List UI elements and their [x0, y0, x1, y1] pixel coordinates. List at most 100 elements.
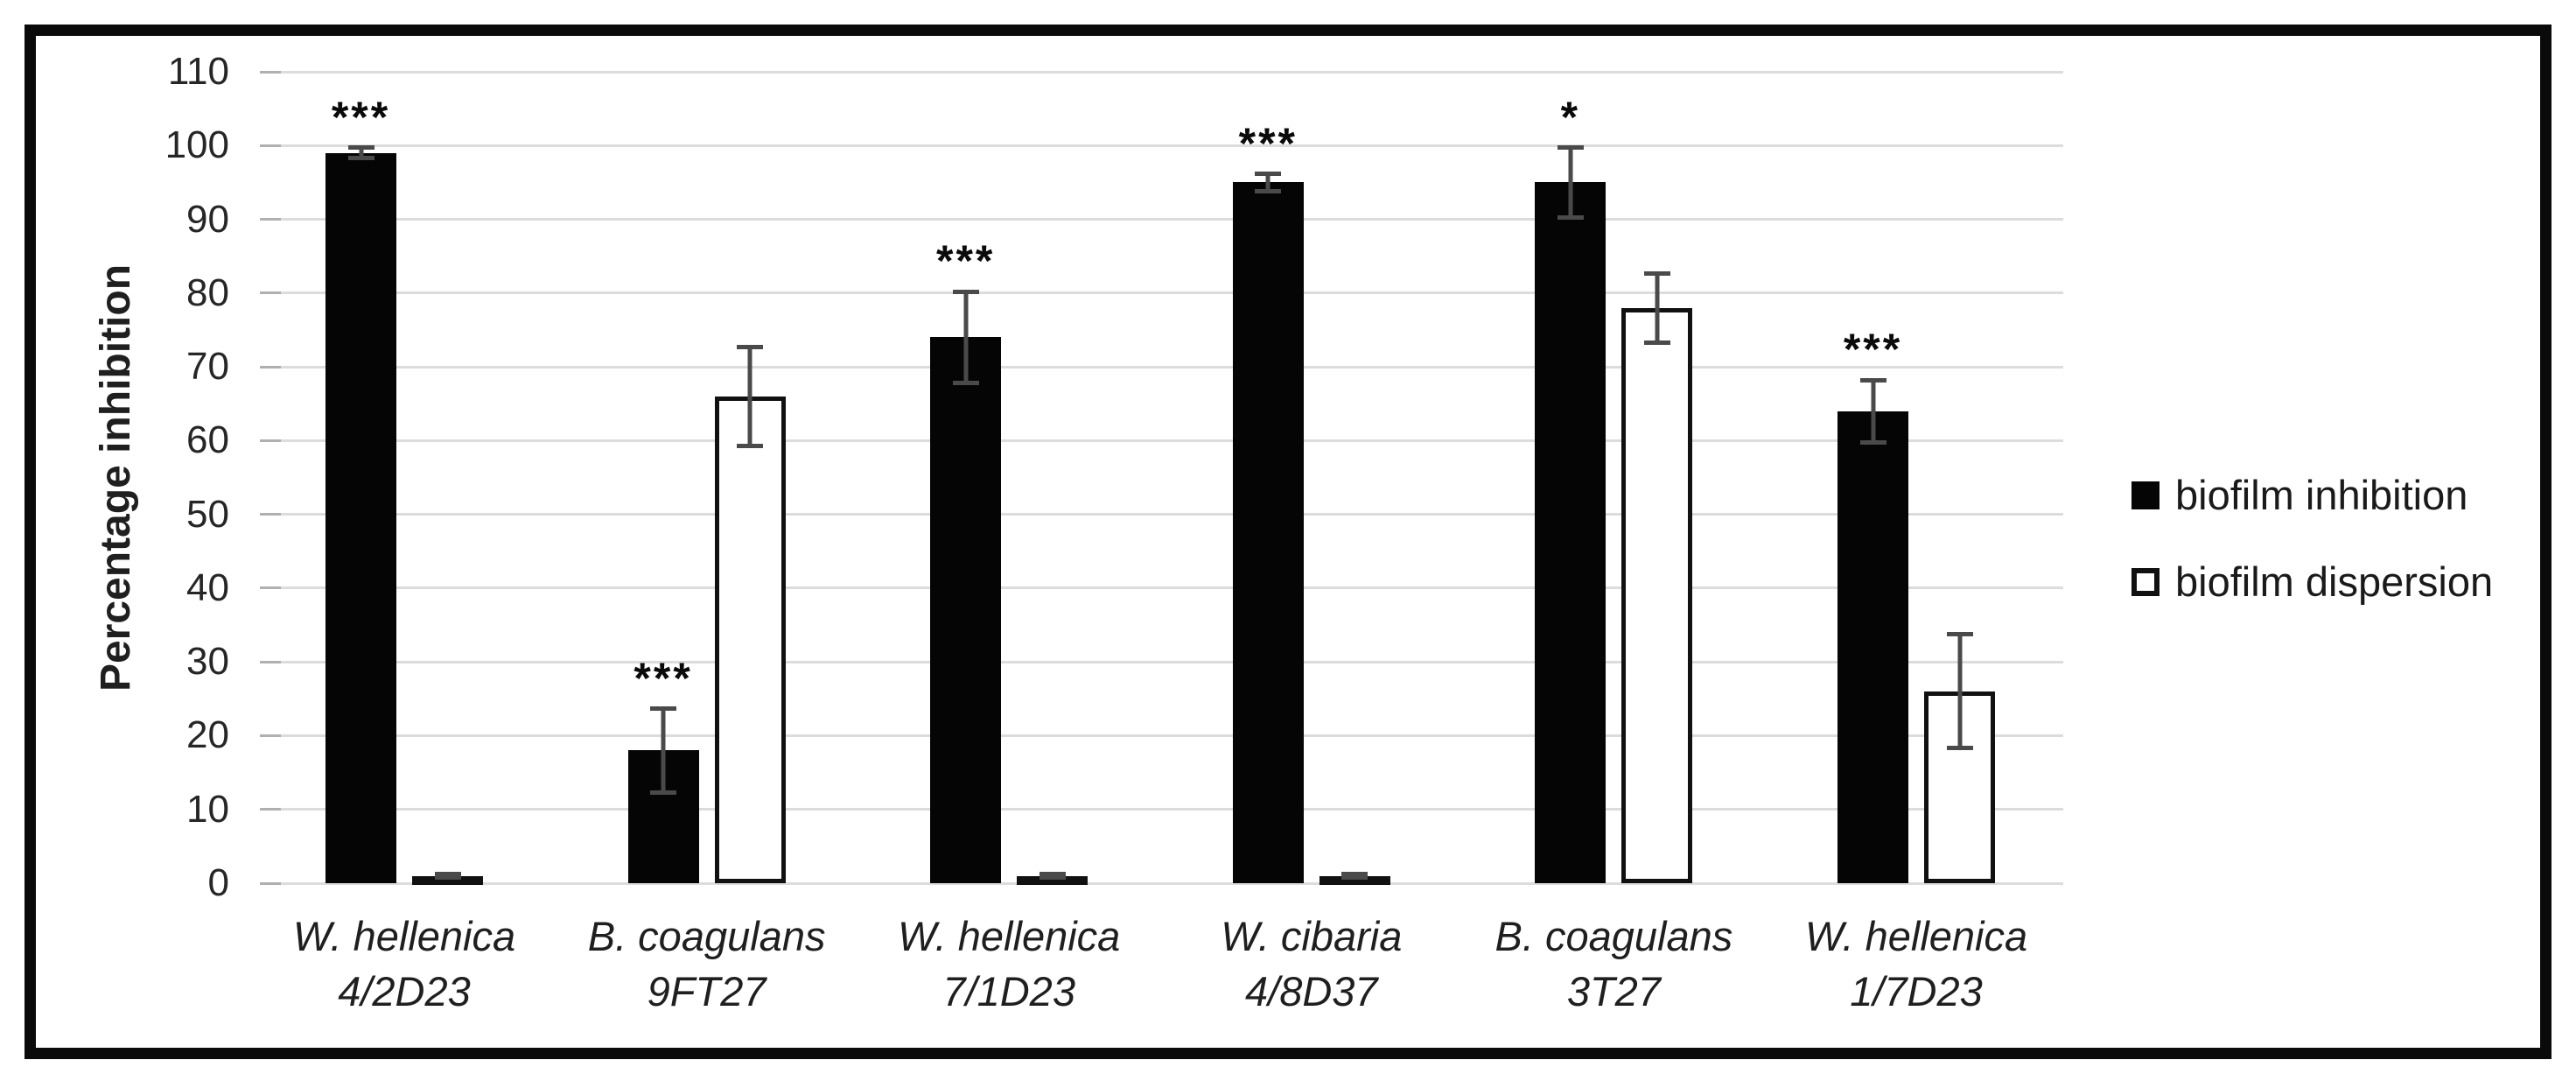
error-bar-cap-top — [1341, 872, 1368, 877]
significance-marker: *** — [634, 653, 693, 703]
white-square-legend-icon — [2132, 567, 2160, 596]
error-bar-cap-top — [1557, 145, 1584, 151]
error-bar-stem — [1957, 632, 1962, 751]
legend-label-inhibition: biofilm inhibition — [2175, 472, 2468, 518]
error-bar — [1255, 171, 1282, 194]
error-bar-cap-bot — [1341, 874, 1368, 880]
y-axis-tick — [260, 144, 281, 147]
error-bar — [737, 344, 764, 448]
error-bar-stem — [1871, 377, 1875, 445]
error-bar-cap-top — [1643, 270, 1670, 276]
x-category-label-line: 9FT27 — [647, 968, 766, 1014]
significance-marker: * — [1560, 93, 1581, 143]
error-bar-cap-top — [347, 145, 374, 151]
y-axis-title: Percentage inhibition — [93, 263, 139, 692]
error-bar-stem — [359, 145, 363, 161]
black-square-legend-icon — [2132, 481, 2160, 509]
y-tick-label: 70 — [186, 345, 229, 389]
error-bar-cap-top — [1859, 377, 1886, 383]
gridline — [261, 291, 2063, 295]
error-bar-cap-bot — [952, 381, 979, 386]
error-bar — [952, 289, 979, 386]
error-bar — [650, 705, 677, 795]
x-category-label-line: B. coagulans — [1494, 913, 1733, 959]
error-bar-stem — [661, 705, 666, 795]
error-bar-cap-top — [1255, 171, 1282, 176]
error-bar — [434, 872, 461, 880]
error-bar-stem — [1568, 145, 1573, 220]
error-bar-cap-top — [434, 872, 461, 877]
error-bar-cap-bot — [1643, 340, 1670, 345]
error-bar-stem — [963, 289, 969, 386]
error-bar-stem — [1265, 171, 1270, 194]
y-tick-label: 80 — [186, 270, 229, 314]
error-bar — [1643, 270, 1670, 345]
error-bar — [1946, 632, 1973, 751]
error-bar-cap-bot — [650, 790, 677, 795]
bar-biofilm-inhibition — [1535, 182, 1606, 883]
bar-biofilm-inhibition — [930, 337, 1002, 883]
y-axis-tick — [260, 586, 281, 590]
error-bar-cap-top — [1946, 632, 1973, 637]
x-category-label-line: 1/7D23 — [1850, 968, 1983, 1014]
error-bar-cap-top — [737, 344, 764, 349]
error-bar — [347, 145, 374, 161]
bar-biofilm-inhibition — [1838, 411, 1908, 883]
error-bar-cap-top — [650, 705, 677, 711]
error-bar-cap-bot — [1946, 746, 1973, 751]
y-axis-tick — [260, 660, 281, 663]
legend-label-dispersion: biofilm dispersion — [2175, 558, 2494, 605]
gridline — [261, 439, 2063, 442]
error-bar-cap-bot — [1039, 874, 1066, 880]
bar-biofilm-dispersion — [714, 396, 786, 883]
y-axis-tick — [260, 70, 281, 74]
gridline — [261, 881, 2063, 885]
bar-biofilm-dispersion — [1621, 307, 1693, 883]
x-category-label-line: B. coagulans — [587, 913, 826, 959]
x-category-label: B. coagulans 9FT27 — [541, 909, 873, 1019]
legend-item-biofilm-inhibition: biofilm inhibition — [2132, 471, 2493, 519]
x-category-label-line: 3T27 — [1566, 968, 1661, 1014]
gridline — [261, 144, 2063, 147]
x-category-label-line: 4/8D37 — [1245, 968, 1378, 1014]
gridline — [261, 586, 2063, 590]
y-tick-label: 20 — [186, 713, 229, 757]
error-bar-cap-bot — [434, 874, 461, 880]
x-category-label-line: W. cibaria — [1221, 913, 1403, 959]
error-bar-cap-bot — [1859, 439, 1886, 445]
error-bar-stem — [1655, 270, 1660, 345]
x-category-label: W. hellenica 4/2D23 — [238, 909, 570, 1019]
y-axis-tick — [260, 291, 281, 295]
x-category-label-line: W. hellenica — [292, 913, 516, 959]
x-category-label-line: W. hellenica — [898, 913, 1121, 959]
legend-item-biofilm-dispersion: biofilm dispersion — [2132, 558, 2493, 606]
y-tick-label: 60 — [186, 418, 229, 462]
y-axis-tick — [260, 218, 281, 221]
error-bar — [1039, 872, 1066, 880]
bar-biofilm-inhibition — [1232, 182, 1304, 883]
y-axis-tick — [260, 365, 281, 369]
y-axis-tick — [260, 513, 281, 516]
x-category-label: W. cibaria 4/8D37 — [1145, 909, 1478, 1019]
significance-marker: *** — [1843, 325, 1903, 375]
error-bar-cap-bot — [1255, 189, 1282, 194]
error-bar-cap-bot — [1557, 214, 1584, 220]
significance-marker: *** — [331, 93, 391, 143]
y-tick-label: 0 — [207, 861, 229, 904]
bar-biofilm-inhibition — [326, 152, 396, 883]
significance-marker: *** — [1238, 118, 1298, 168]
x-category-label: W. hellenica 7/1D23 — [843, 909, 1175, 1019]
y-tick-label: 110 — [167, 50, 229, 93]
y-axis-tick — [260, 734, 281, 737]
x-category-label-line: 7/1D23 — [942, 968, 1075, 1014]
error-bar — [1859, 377, 1886, 445]
x-category-label-line: 4/2D23 — [338, 968, 471, 1014]
error-bar-cap-top — [1039, 872, 1066, 877]
y-axis-tick — [260, 439, 281, 442]
error-bar-cap-bot — [737, 443, 764, 448]
gridline — [261, 70, 2063, 74]
gridline — [261, 734, 2063, 737]
x-category-label-line: W. hellenica — [1804, 913, 2028, 959]
y-axis-tick — [260, 881, 281, 885]
x-category-label: B. coagulans 3T27 — [1447, 909, 1780, 1019]
